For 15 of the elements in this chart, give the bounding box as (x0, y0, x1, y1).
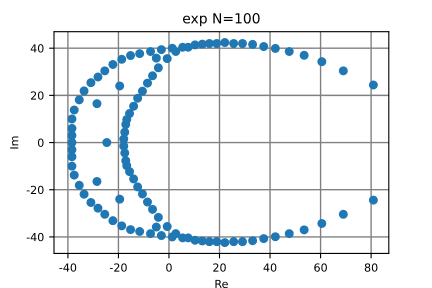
y-tick-label: 40 (30, 44, 44, 53)
y-tick-label: 0 (38, 138, 44, 147)
y-tick-label: -20 (26, 186, 44, 194)
x-tick-label: 80 (364, 263, 378, 272)
x-tick-label: 40 (264, 263, 276, 272)
x-axis-title: Re (215, 280, 228, 288)
y-tick-label: -40 (26, 232, 44, 242)
x-tick-label: -20 (110, 263, 127, 272)
y-axis-title: Im (10, 136, 18, 149)
x-tick-label: 20 (213, 263, 226, 272)
x-tick-label: -40 (59, 263, 76, 272)
x-tick-label: 60 (314, 263, 327, 272)
chart-title: exp N=100 (183, 13, 260, 26)
y-tick-label: 20 (30, 91, 44, 100)
x-tick-label: 0 (166, 263, 172, 272)
